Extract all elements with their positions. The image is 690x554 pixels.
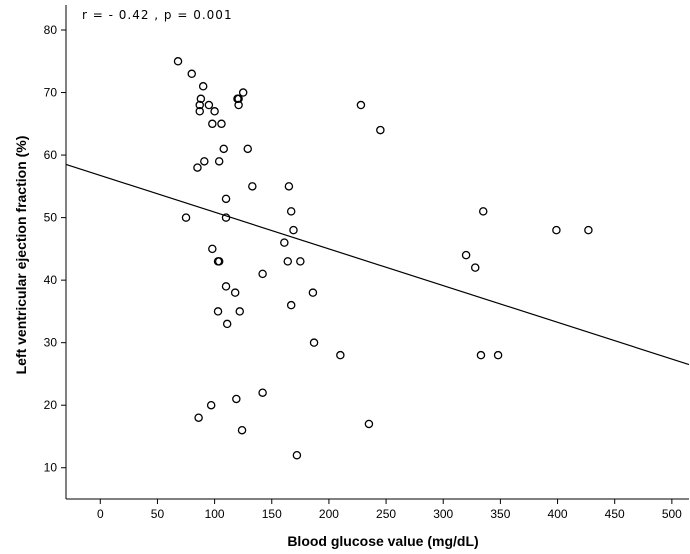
correlation-annotation: r = - 0.42 , p = 0.001 [82, 8, 233, 22]
data-point [198, 82, 208, 91]
x-tick-label: 50 [151, 507, 165, 521]
data-point [296, 257, 305, 266]
data-point [364, 419, 374, 429]
data-point [217, 119, 226, 129]
data-point [248, 182, 257, 191]
data-point [204, 100, 214, 110]
data-point [356, 100, 366, 110]
y-axis: 10 20 30 40 50 60 70 80 [44, 5, 67, 499]
data-point [292, 450, 302, 460]
data-point [476, 350, 486, 360]
data-point [173, 57, 183, 66]
data-point [284, 182, 294, 191]
data-point [221, 213, 231, 222]
data-point [230, 288, 240, 297]
y-tick-label: 50 [44, 211, 58, 225]
y-tick-label: 30 [44, 336, 58, 350]
data-point [214, 157, 224, 166]
x-tick-label: 0 [97, 507, 104, 521]
data-point [194, 413, 203, 422]
data-point [181, 213, 191, 222]
x-tick-label: 400 [548, 507, 568, 521]
data-point [213, 307, 223, 316]
data-point [195, 107, 204, 116]
data-point [470, 263, 480, 272]
data-point [234, 100, 243, 110]
data-point [238, 88, 248, 97]
x-axis-title: Blood glucose value (mg/dL) [287, 533, 478, 549]
data-points [173, 57, 593, 460]
data-point [243, 144, 253, 154]
data-point [221, 194, 231, 204]
data-point [206, 400, 216, 410]
x-tick-label: 150 [262, 507, 282, 521]
data-point [308, 288, 318, 297]
data-point [210, 107, 219, 116]
data-point [289, 225, 298, 235]
x-tick-label: 350 [490, 507, 510, 521]
data-point [235, 307, 245, 316]
data-point [258, 388, 267, 397]
data-point [493, 350, 503, 360]
data-point [584, 225, 593, 235]
data-point [478, 207, 488, 216]
y-tick-label: 60 [44, 148, 58, 162]
data-point [219, 144, 229, 154]
x-tick-label: 300 [433, 507, 453, 521]
y-tick-label: 10 [44, 461, 58, 475]
y-tick-label: 70 [44, 86, 58, 100]
x-tick-label: 450 [605, 507, 625, 521]
data-point [336, 350, 345, 360]
x-axis: 0 50 100 150 200 250 300 350 400 450 500 [66, 498, 689, 521]
data-point [187, 69, 196, 79]
y-tick-label: 80 [44, 23, 58, 37]
data-point [258, 269, 267, 279]
x-tick-label: 250 [376, 507, 396, 521]
regression-line [65, 163, 690, 366]
data-point [222, 319, 232, 329]
data-point [234, 94, 243, 104]
data-point [237, 425, 247, 435]
data-point [286, 207, 296, 216]
data-point [200, 157, 209, 166]
data-point [196, 94, 206, 104]
y-axis-title: Left ventricular ejection fraction (%) [13, 136, 29, 375]
data-point [309, 338, 319, 347]
data-point [208, 119, 217, 129]
data-point [208, 244, 217, 254]
y-tick-label: 20 [44, 398, 58, 412]
x-tick-label: 500 [662, 507, 682, 521]
data-point [232, 394, 241, 404]
data-point [376, 125, 385, 135]
x-tick-label: 200 [319, 507, 339, 521]
data-point [280, 238, 289, 247]
data-point [193, 163, 202, 172]
data-point [221, 282, 231, 291]
data-point [286, 300, 296, 310]
data-point [214, 257, 224, 266]
data-point [552, 225, 561, 235]
y-tick-label: 40 [44, 273, 58, 287]
data-point [195, 100, 204, 110]
x-tick-label: 100 [205, 507, 225, 521]
data-point [283, 257, 293, 266]
data-point [461, 250, 471, 260]
